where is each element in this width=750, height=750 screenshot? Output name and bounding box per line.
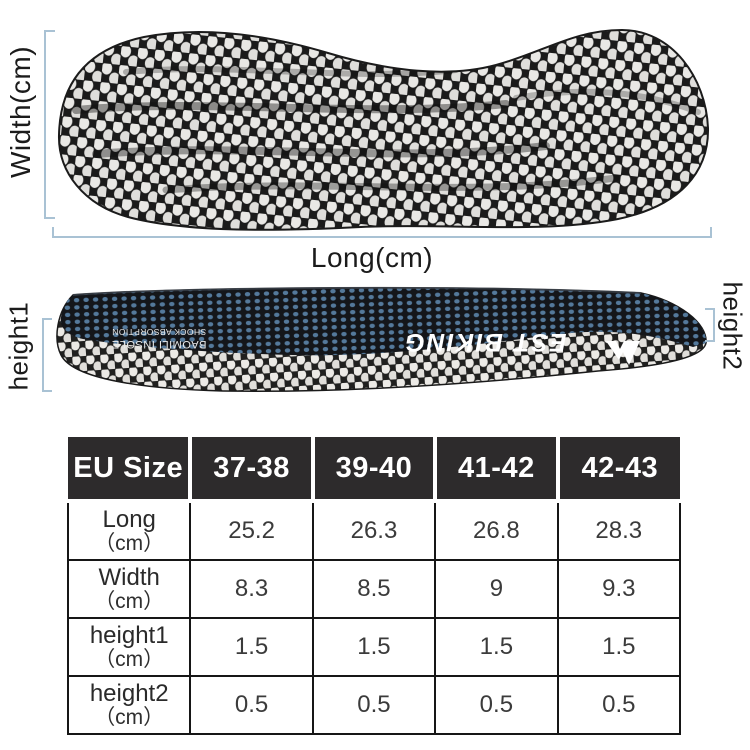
tagline-print: BAOMILI INSOLE SHOCK ABSORPTION: [103, 307, 215, 351]
long-measure-bracket: [52, 227, 712, 238]
header-cell-eu-size: EU Size: [68, 437, 193, 503]
row-label: Long: [102, 505, 156, 533]
header-cell-size-4: 42-43: [555, 437, 680, 503]
table-row-height2: height2 （cm） 0.5 0.5 0.5 0.5: [66, 675, 682, 735]
table-cell: 1.5: [434, 617, 559, 677]
row-unit: （cm）: [94, 531, 165, 555]
brand-print: EST BIKING: [330, 319, 640, 365]
table-cell: 0.5: [434, 675, 559, 735]
table-row-width: Width （cm） 8.3 8.5 9 9.3: [66, 559, 682, 619]
row-unit: （cm）: [94, 705, 165, 729]
row-label: Width: [98, 563, 160, 591]
row-label: height1: [89, 621, 169, 649]
table-cell: 26.8: [434, 500, 559, 561]
header-cell-size-3: 41-42: [433, 437, 560, 503]
table-cell: 26.3: [311, 500, 437, 561]
tagline-line1: BAOMILI INSOLE: [111, 338, 207, 350]
long-dimension-label: Long(cm): [310, 242, 434, 273]
row-label-height2: height2 （cm）: [66, 675, 192, 735]
table-cell: 28.3: [556, 500, 682, 561]
table-cell: 1.5: [556, 617, 682, 677]
insole-top-view-image: [57, 28, 710, 231]
west-biking-logo-icon: [606, 341, 640, 365]
width-dimension-label: Width(cm): [5, 45, 36, 179]
header-cell-size-2: 39-40: [310, 437, 438, 503]
table-row-long: Long （cm） 25.2 26.3 26.8 28.3: [66, 500, 682, 561]
height1-measure-bracket: [42, 318, 52, 392]
table-row-height1: height1 （cm） 1.5 1.5 1.5 1.5: [66, 617, 682, 677]
table-cell: 1.5: [189, 617, 314, 677]
table-cell: 9.3: [556, 559, 682, 619]
table-cell: 8.3: [189, 559, 314, 619]
row-label-height1: height1 （cm）: [66, 617, 192, 677]
table-cell: 8.5: [311, 559, 437, 619]
table-cell: 1.5: [311, 617, 437, 677]
height2-dimension-label: height2: [717, 281, 748, 371]
tagline-line2: SHOCK ABSORPTION: [111, 326, 207, 337]
table-cell: 0.5: [556, 675, 682, 735]
table-cell: 25.2: [189, 500, 314, 561]
row-label-width: Width （cm）: [66, 559, 192, 619]
row-unit: （cm）: [94, 647, 165, 671]
header-cell-size-1: 37-38: [188, 437, 315, 503]
table-cell: 0.5: [311, 675, 437, 735]
brand-text: EST BIKING: [403, 328, 567, 357]
height1-dimension-label: height1: [3, 301, 34, 391]
size-table-header-row: EU Size 37-38 39-40 41-42 42-43: [68, 437, 680, 503]
row-unit: （cm）: [94, 589, 165, 613]
table-cell: 0.5: [189, 675, 314, 735]
size-table: EU Size 37-38 39-40 41-42 42-43 Long （cm…: [66, 437, 682, 735]
row-label: height2: [89, 679, 169, 707]
table-cell: 9: [434, 559, 559, 619]
insole-side-view-image: EST BIKING BAOMILI INSOLE SHOCK ABSORPTI…: [53, 283, 713, 395]
row-label-long: Long （cm）: [66, 500, 192, 561]
height2-measure-bracket: [705, 308, 715, 342]
width-measure-bracket: [44, 30, 55, 219]
